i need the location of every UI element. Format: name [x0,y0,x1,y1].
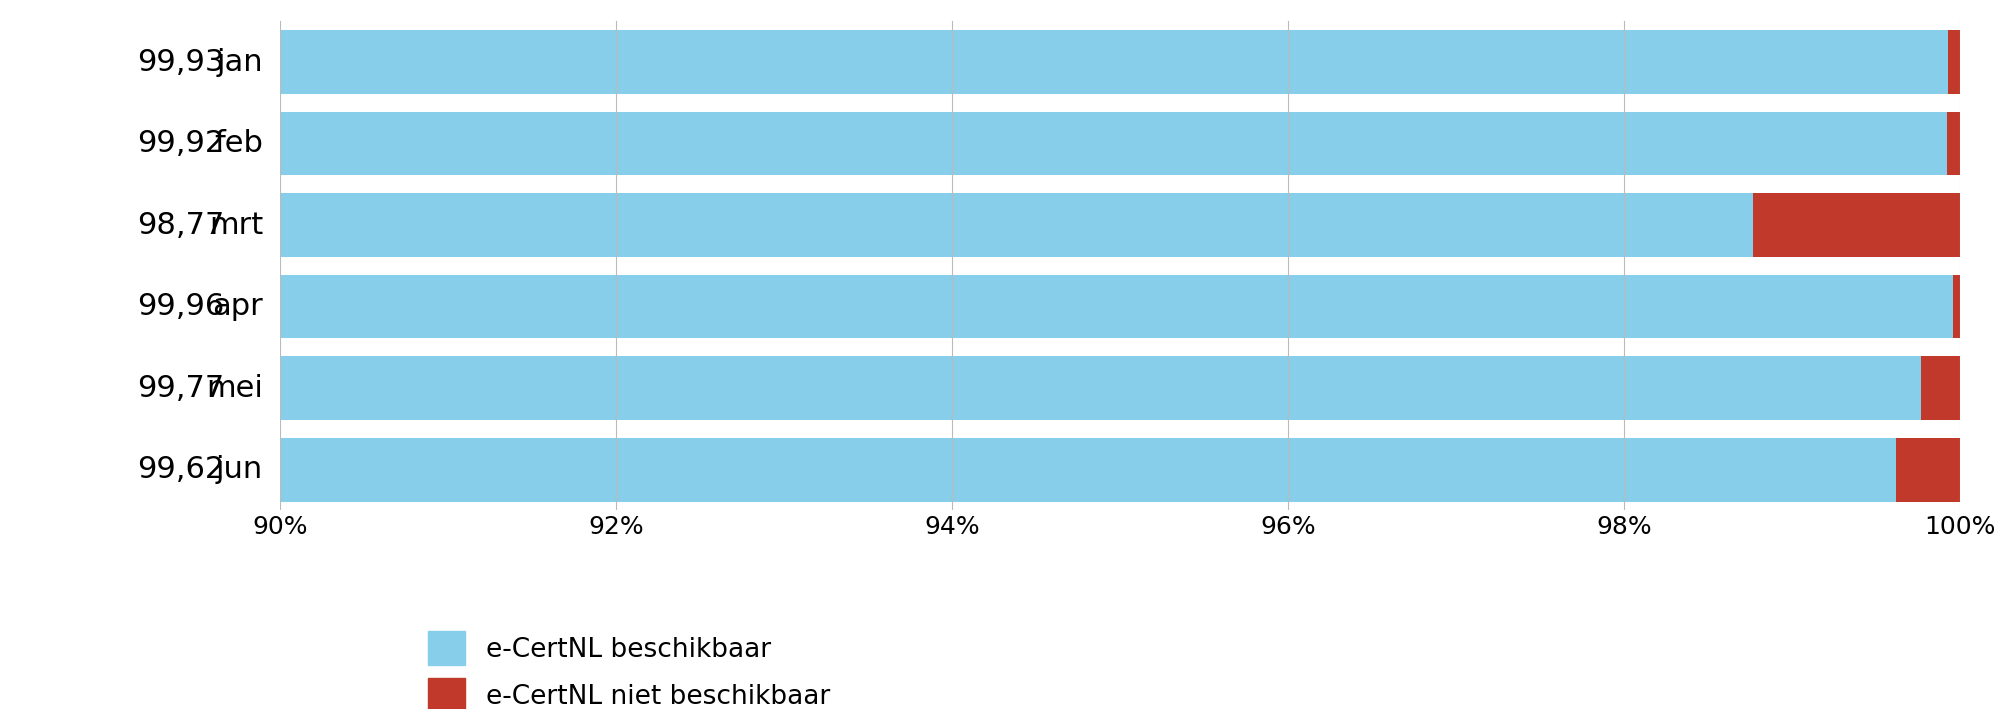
Text: mei: mei [206,374,264,403]
Bar [1954,275,1960,338]
Bar [280,112,1960,175]
Bar [1896,438,1960,501]
Text: 99,93: 99,93 [138,48,224,77]
Text: feb: feb [214,129,264,158]
Text: 99,92: 99,92 [138,129,224,158]
Bar [280,275,1954,338]
Legend: e-CertNL beschikbaar, e-CertNL niet beschikbaar: e-CertNL beschikbaar, e-CertNL niet besc… [428,631,830,709]
Bar [1946,112,1960,175]
Bar [1922,357,1960,420]
Bar [280,357,1922,420]
Text: 99,77: 99,77 [138,374,224,403]
Bar [280,194,1960,257]
Bar [280,357,1960,420]
Text: 98,77: 98,77 [138,211,224,240]
Text: 99,62: 99,62 [138,455,224,484]
Text: 99,96: 99,96 [138,292,224,321]
Bar [1948,30,1960,94]
Text: jan: jan [216,48,264,77]
Bar [1754,194,1960,257]
Bar [280,438,1960,501]
Bar [280,112,1946,175]
Text: mrt: mrt [208,211,264,240]
Bar [280,194,1754,257]
Bar [280,30,1948,94]
Bar [280,275,1960,338]
Text: jun: jun [216,455,264,484]
Text: apr: apr [212,292,264,321]
Bar [280,30,1960,94]
Bar [280,438,1896,501]
